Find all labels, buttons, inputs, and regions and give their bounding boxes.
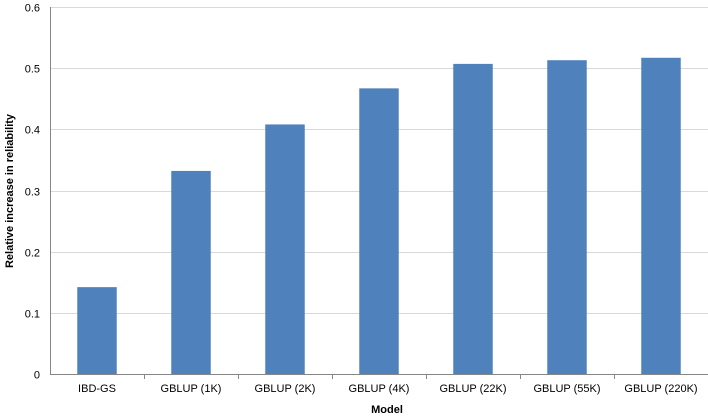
x-axis-title: Model [371,404,403,416]
y-tick-label: 0.4 [25,125,40,137]
axes [50,7,708,379]
bar [547,60,587,375]
y-axis-title: Relative increase in reliability [4,113,16,268]
bar [77,287,117,374]
x-tick-label: GBLUP (22K) [439,383,506,395]
y-tick-label: 0.6 [25,3,40,15]
x-tick-label: GBLUP (55K) [533,383,600,395]
y-tick-label: 0.5 [25,64,40,76]
bar [641,57,681,374]
x-tick-label: IBD-GS [78,383,116,395]
x-tick-label: GBLUP (2K) [255,383,316,395]
bar [453,63,493,374]
bar [265,124,305,374]
x-tick-label: GBLUP (1K) [161,383,222,395]
y-tick-label: 0.3 [25,187,40,199]
x-tick-label: GBLUP (4K) [349,383,410,395]
y-tick-label: 0.2 [25,248,40,260]
y-tick-label: 0.1 [25,309,40,321]
x-tick-labels: IBD-GS GBLUP (1K) GBLUP (2K) GBLUP (4K) GBLU… [78,383,698,395]
y-tick-labels: 0 0.1 0.2 0.3 0.4 0.5 0.6 [25,3,40,382]
x-tick-label: GBLUP (220K) [624,383,697,395]
bars [77,57,681,375]
bar [171,170,211,374]
y-tick-label: 0 [34,370,40,382]
bar [359,88,399,374]
